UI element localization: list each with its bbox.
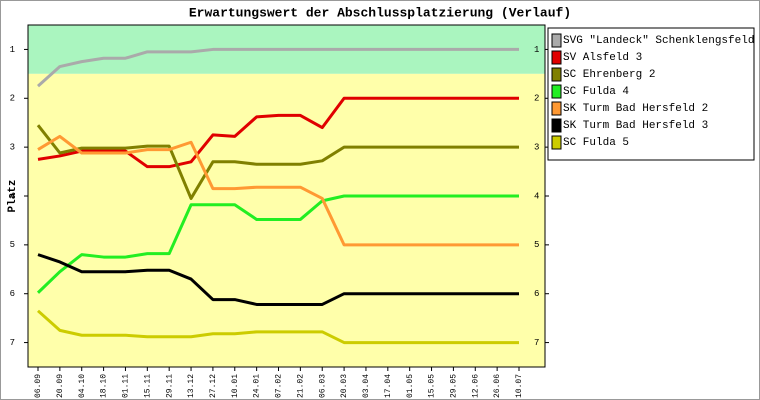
x-tick-label: 06.03 <box>318 374 327 398</box>
x-tick-label: 29.05 <box>450 374 459 398</box>
y-tick-label: 2 <box>534 94 539 104</box>
legend-label: SC Fulda 5 <box>563 137 629 149</box>
legend-box <box>547 27 755 161</box>
series-line <box>37 309 519 345</box>
y-tick-label: 6 <box>10 289 15 299</box>
y-tick-label: 2 <box>10 94 15 104</box>
y-tick-label: 5 <box>10 240 15 250</box>
x-tick-label: 01.11 <box>122 374 131 398</box>
y-tick-label: 5 <box>534 240 539 250</box>
x-tick-label: 24.01 <box>253 374 262 398</box>
x-tick-label: 13.12 <box>187 374 196 398</box>
series-line <box>37 134 519 247</box>
legend-swatch <box>551 33 562 48</box>
x-tick-label: 18.10 <box>100 374 109 398</box>
x-tick-label: 01.05 <box>406 374 415 398</box>
y-tick-label: 6 <box>534 289 539 299</box>
x-tick-label: 10.01 <box>231 374 240 398</box>
x-tick-label: 06.09 <box>34 374 43 398</box>
series-line <box>37 96 519 169</box>
x-tick-label: 29.11 <box>165 374 174 398</box>
x-tick-label: 20.09 <box>56 374 65 398</box>
legend-label: SV Alsfeld 3 <box>563 52 642 64</box>
y-tick-label: 3 <box>10 143 15 153</box>
x-tick-label: 15.11 <box>143 374 152 398</box>
series-line <box>37 253 519 306</box>
series-line <box>36 124 519 200</box>
y-axis-label: Platz <box>7 179 19 212</box>
legend-swatch <box>551 67 562 82</box>
x-tick-label: 20.03 <box>340 374 349 398</box>
x-tick-label: 21.02 <box>296 374 305 398</box>
y-tick-label: 4 <box>10 191 15 201</box>
x-tick-label: 27.12 <box>209 374 218 398</box>
y-tick-label: 3 <box>534 143 539 153</box>
legend-label: SK Turm Bad Hersfeld 3 <box>563 120 708 132</box>
legend-label: SC Fulda 4 <box>563 86 629 98</box>
x-tick-label: 12.06 <box>471 374 480 398</box>
legend-label: SVG "Landeck" Schenklengsfeld 2 <box>563 35 760 47</box>
legend-swatch <box>551 84 562 99</box>
y-tick-label: 1 <box>10 45 15 55</box>
y-tick-label: 7 <box>10 338 15 348</box>
plot-border <box>27 24 546 368</box>
x-tick-label: 17.04 <box>384 374 393 398</box>
x-tick-label: 03.04 <box>362 374 371 398</box>
x-tick-label: 10.07 <box>515 374 524 398</box>
x-tick-label: 04.10 <box>78 374 87 398</box>
x-tick-label: 26.06 <box>493 374 502 398</box>
legend-label: SC Ehrenberg 2 <box>563 69 655 81</box>
series-line <box>37 47 519 88</box>
y-tick-label: 1 <box>534 45 539 55</box>
chart-title: Erwartungswert der Abschlussplatzierung … <box>189 5 571 20</box>
series-line <box>36 194 519 294</box>
legend-swatch <box>551 135 562 150</box>
y-tick-label: 7 <box>534 338 539 348</box>
legend-label: SK Turm Bad Hersfeld 2 <box>563 103 708 115</box>
y-tick-label: 4 <box>534 191 539 201</box>
legend-swatch <box>551 101 562 116</box>
x-tick-label: 07.02 <box>275 374 284 398</box>
legend-swatch <box>551 50 562 65</box>
legend-swatch <box>551 118 562 133</box>
x-tick-label: 15.05 <box>428 374 437 398</box>
